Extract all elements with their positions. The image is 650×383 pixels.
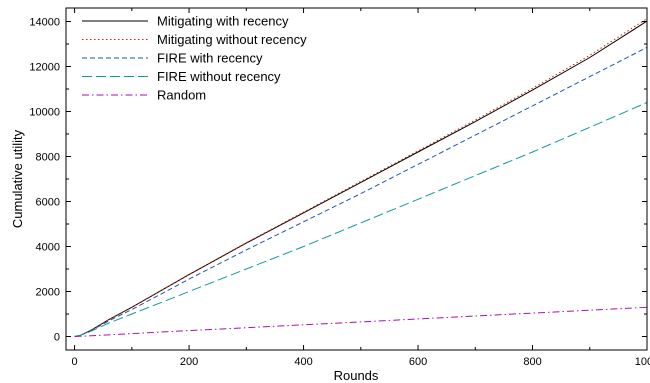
y-tick-label: 4000 [36, 242, 60, 254]
y-tick-label: 14000 [29, 17, 60, 29]
x-tick-label: 600 [409, 356, 427, 368]
x-tick-label: 800 [523, 356, 541, 368]
series-line-4 [74, 102, 648, 337]
plot-frame [65, 7, 648, 351]
series-line-5 [74, 306, 648, 337]
legend: Mitigating with recency Mitigating withou… [82, 14, 307, 103]
x-axis-label: Rounds [334, 368, 379, 383]
y-tick-label: 6000 [36, 197, 60, 209]
legend-label: Mitigating without recency [157, 32, 307, 47]
y-tick-label: 0 [54, 332, 60, 344]
legend-label: Random [157, 88, 206, 103]
y-tick-label: 8000 [36, 152, 60, 164]
y-tick-label: 2000 [36, 287, 60, 299]
x-tick-label: 0 [72, 356, 78, 368]
y-tick-label: 10000 [29, 107, 60, 119]
legend-label: Mitigating with recency [157, 14, 289, 29]
legend-label: FIRE without recency [157, 69, 281, 84]
x-tick-label: 400 [294, 356, 312, 368]
x-tick-label: 200 [180, 356, 198, 368]
x-tick-label: 1000 [635, 356, 650, 368]
legend-label: FIRE with recency [157, 51, 263, 66]
series-line-2 [74, 18, 648, 337]
y-tick-label: 12000 [29, 62, 60, 74]
y-axis-label: Cumulative utility [10, 129, 25, 228]
series-line-3 [74, 46, 648, 337]
